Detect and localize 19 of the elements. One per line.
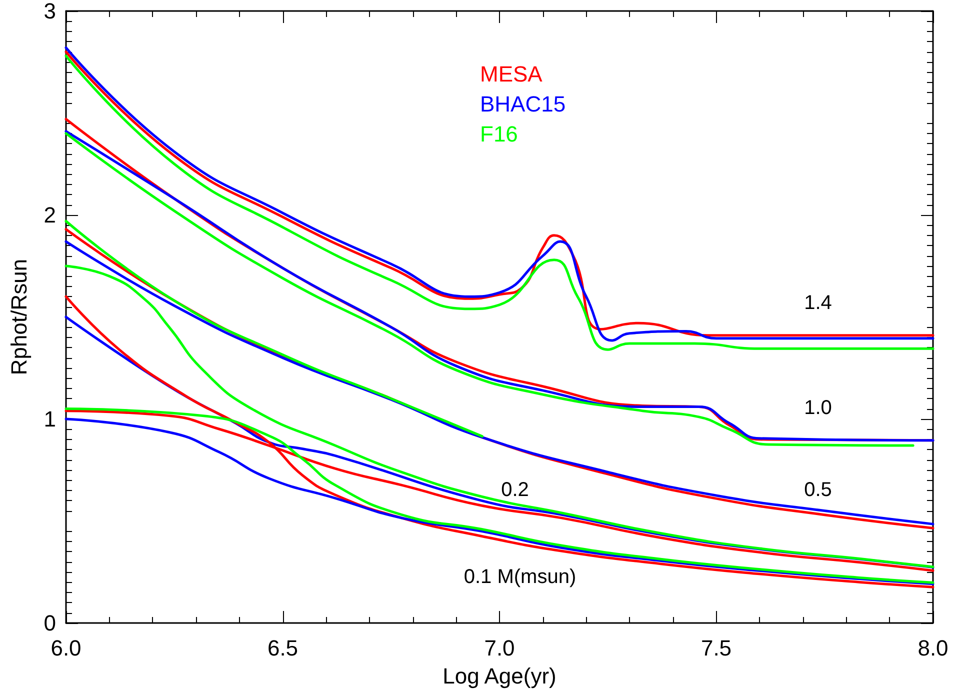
text: MESA	[480, 62, 543, 86]
text: F16	[480, 122, 518, 146]
y-tick-label: 3	[44, 0, 56, 24]
y-tick-label: 2	[44, 202, 56, 228]
x-tick-label: 8.0	[918, 636, 948, 660]
y-axis-title: Rphot/Rsun	[6, 258, 32, 376]
x-tick-label: 7.5	[700, 636, 732, 660]
text: BHAC15	[480, 92, 566, 116]
annotation: 0.5	[804, 479, 832, 501]
x-tick-label: 6.5	[267, 636, 298, 660]
y-tick-label: 0	[44, 610, 56, 636]
annotation: 0.1 M(msun)	[464, 566, 576, 588]
annotation: 0.2	[501, 479, 529, 501]
y-tick-label: 1	[44, 406, 56, 432]
x-axis-title: Log Age(yr)	[442, 664, 556, 688]
annotation: 1.0	[804, 397, 832, 419]
annotation: 1.4	[804, 292, 832, 314]
x-tick-label: 7.0	[484, 636, 515, 660]
x-tick-label: 6.0	[50, 636, 82, 660]
